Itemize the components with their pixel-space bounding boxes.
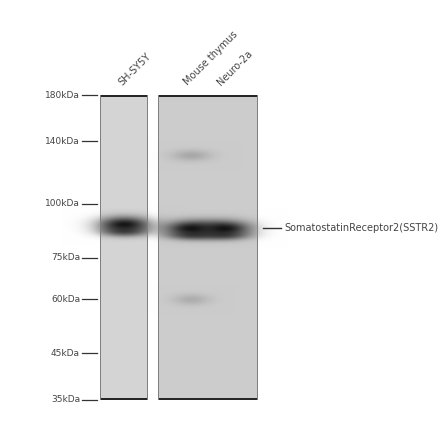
Text: 35kDa: 35kDa [51,396,80,404]
Text: 60kDa: 60kDa [51,295,80,303]
Text: 75kDa: 75kDa [51,254,80,262]
Text: Mouse thymus: Mouse thymus [182,29,240,87]
Text: SomatostatinReceptor2(SSTR2): SomatostatinReceptor2(SSTR2) [284,223,438,233]
Text: SH-SY5Y: SH-SY5Y [117,51,153,87]
Text: 45kDa: 45kDa [51,348,80,358]
Text: 100kDa: 100kDa [45,199,80,209]
Text: 180kDa: 180kDa [45,90,80,100]
Text: 140kDa: 140kDa [45,137,80,146]
Text: Neuro-2a: Neuro-2a [215,48,254,87]
